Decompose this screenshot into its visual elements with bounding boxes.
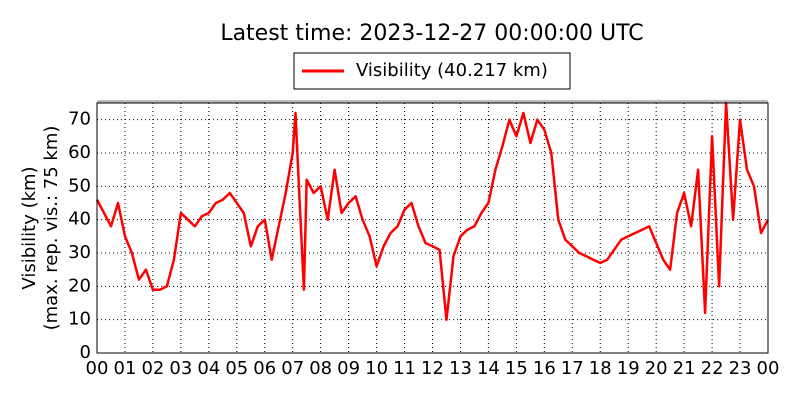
y-tick-label: 60 (68, 142, 91, 163)
x-tick-label: 02 (141, 358, 164, 379)
x-tick-label: 19 (617, 358, 640, 379)
y-axis-label: Visibility (km) (19, 166, 40, 289)
x-tick-label: 09 (337, 358, 360, 379)
x-tick-label: 14 (477, 358, 500, 379)
plot-frame (96, 102, 769, 354)
x-tick-label: 17 (561, 358, 584, 379)
x-tick-label: 03 (169, 358, 192, 379)
y-tick-label: 40 (68, 209, 91, 230)
legend-label: Visibility (40.217 km) (356, 60, 548, 81)
x-tick-label: 21 (673, 358, 696, 379)
x-tick-label: 13 (449, 358, 472, 379)
x-tick-label: 18 (589, 358, 612, 379)
chart-title: Latest time: 2023-12-27 00:00:00 UTC (220, 21, 643, 46)
x-tick-label: 07 (281, 358, 304, 379)
y-tick-label: 10 (68, 309, 91, 330)
x-tick-label: 23 (729, 358, 752, 379)
x-tick-label: 05 (225, 358, 248, 379)
x-tick-label: 08 (309, 358, 332, 379)
y-tick-label: 30 (68, 242, 91, 263)
y-tick-label: 0 (80, 342, 91, 363)
x-tick-label: 15 (505, 358, 528, 379)
max-band (97, 100, 768, 103)
x-tick-label: 00 (757, 358, 780, 379)
x-tick-label: 06 (253, 358, 276, 379)
x-tick-label: 20 (645, 358, 668, 379)
x-tick-label: 16 (533, 358, 556, 379)
data-line (95, 101, 770, 321)
x-tick-label: 11 (393, 358, 416, 379)
y-tick-label: 50 (68, 175, 91, 196)
x-tick-label: 00 (86, 358, 109, 379)
y-tick-label: 70 (68, 109, 91, 130)
x-tick-label: 04 (197, 358, 220, 379)
x-tick-label: 22 (701, 358, 724, 379)
y-axis-label: (max. rep. vis.: 75 km) (41, 126, 62, 331)
y-tick-label: 20 (68, 275, 91, 296)
x-tick-label: 01 (114, 358, 137, 379)
x-tick-label: 10 (365, 358, 388, 379)
x-tick-label: 12 (421, 358, 444, 379)
